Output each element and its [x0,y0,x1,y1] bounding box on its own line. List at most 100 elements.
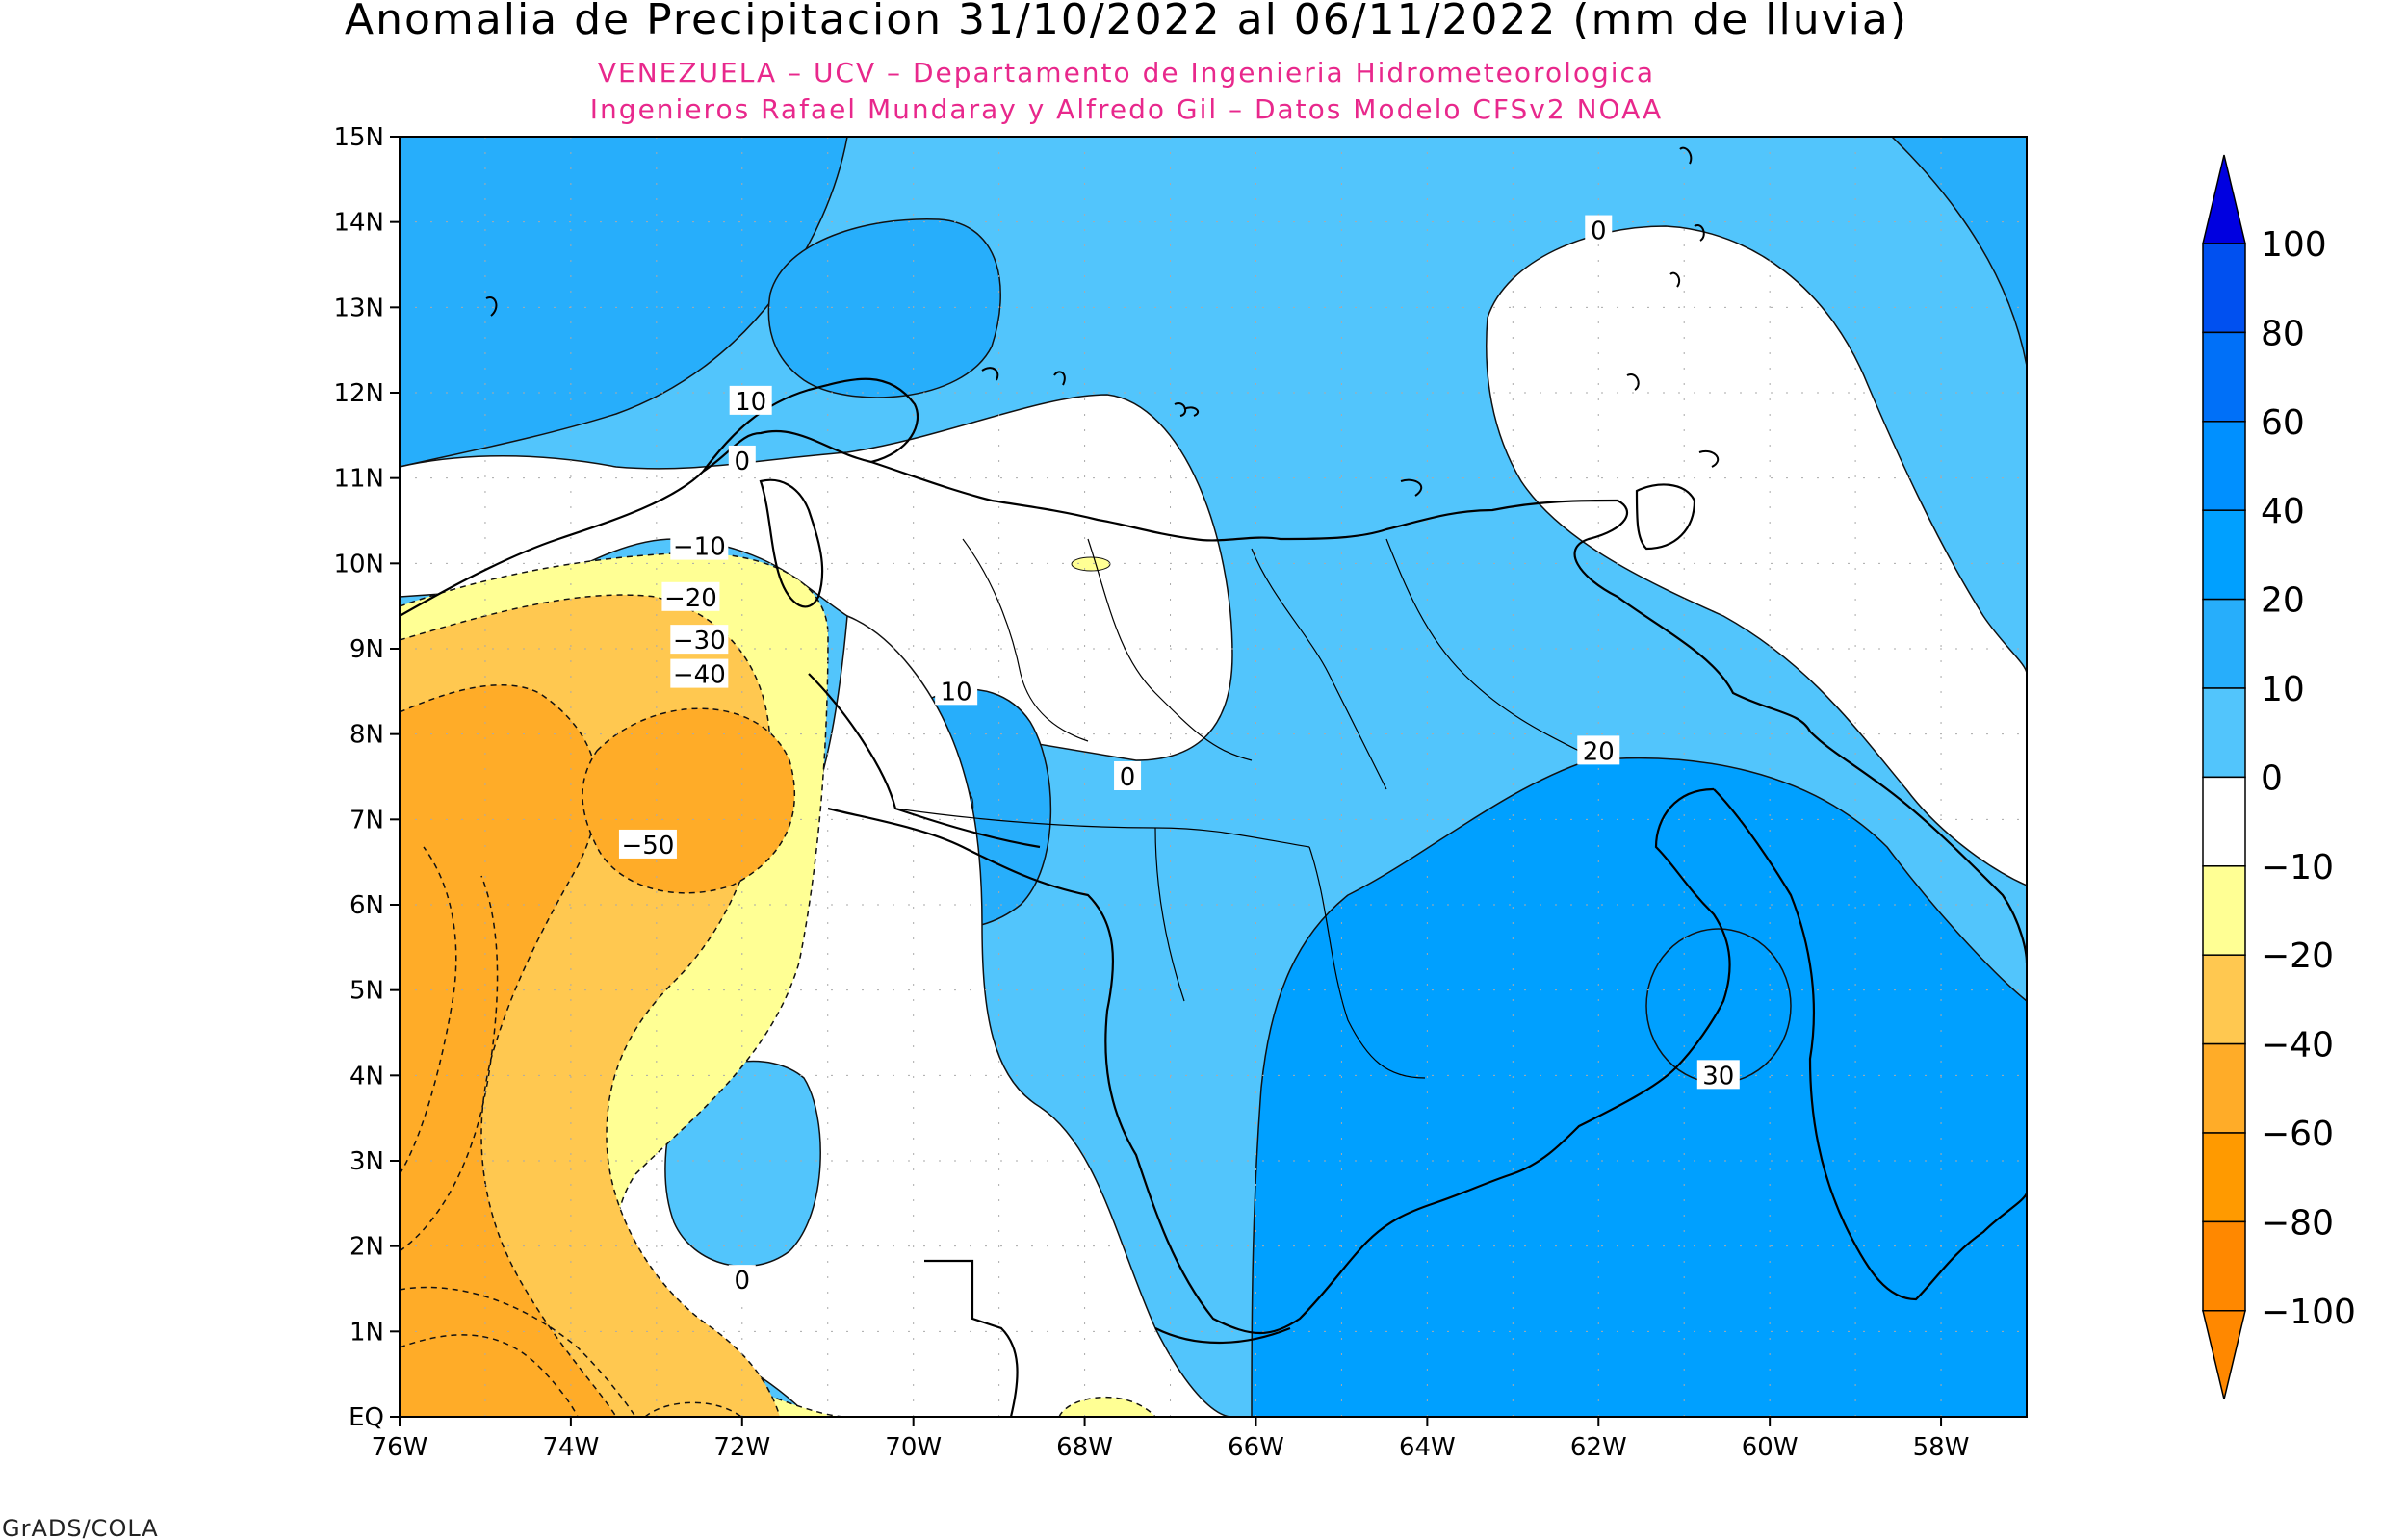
state-border-1 [962,538,1089,742]
contour-neg-west-1 [400,846,457,1175]
x-tick-label: 62W [1570,1433,1627,1462]
x-tick-label: 64W [1399,1433,1456,1462]
caribbean-coastline [400,429,1618,617]
contour-label: 0 [1585,215,1613,246]
field-neg60-neg40-west [400,683,617,1417]
colorbar-label: −20 [2261,937,2334,976]
state-border-6 [1154,827,1185,1002]
guajira-peninsula [702,377,919,473]
island-5 [485,296,498,317]
contour-label-bg [728,1265,756,1295]
colorbar-label: −10 [2261,848,2334,887]
contour-labels: 0 10 0 −10 −20 −30 −40 10 0 20 −50 30 0 [618,215,1740,1296]
y-tick-label: 12N [333,379,384,408]
colorbar-swatch [2202,421,2246,511]
contour-label-bg [728,445,756,475]
y-tick-label: 4N [349,1062,384,1091]
colorbar-swatch [2202,509,2246,601]
x-tick-label: 70W [885,1433,942,1462]
x-tick-label: 76W [372,1433,428,1462]
island-margarita [1400,478,1423,497]
colorbar-label: 40 [2261,492,2305,531]
contour-label-bg [1577,735,1620,765]
map-subtitle-line1: VENEZUELA – UCV – Departamento de Ingeni… [598,57,1655,89]
colorbar-label: 20 [2261,581,2305,621]
colorbar-label: 80 [2261,314,2305,353]
y-tick-label: 2N [349,1233,384,1262]
y-tick-label: 13N [333,294,384,322]
contour-neg-south-1 [400,1334,579,1417]
coastlines-and-borders [400,377,2027,1417]
colorbar-swatch [2202,776,2246,867]
colombia-border [808,673,1041,849]
y-tick-label: 9N [349,635,384,664]
y-tick-label: 3N [349,1147,384,1176]
y-tick-label: 5N [349,977,384,1006]
map-frame [399,136,2028,1418]
contour-label-bg [670,530,729,560]
island-7 [1174,402,1187,417]
state-border-3 [1251,548,1387,790]
contour-label-text: 0 [1120,763,1136,792]
field-neg20-neg10-small-spot [1071,556,1111,572]
island-curacao [1053,371,1066,386]
field-neg10-0-north [400,394,1233,761]
island-4 [1698,449,1719,468]
field-10-20-northeast [1890,137,2027,367]
colorbar-swatch [2202,1220,2246,1312]
colorbar-label: −40 [2261,1026,2334,1065]
brazil-boundary-2 [1154,1326,1291,1345]
guyana-border [1713,788,2027,1301]
y-tick-label: 7N [349,806,384,834]
x-tick-label: 60W [1742,1433,1799,1462]
colorbar-swatch [2202,954,2246,1045]
state-border-5 [894,808,1310,848]
field-20-40-southeast [1251,757,2027,1417]
colorbar-label: 0 [2261,758,2283,798]
contour-label: 0 [1114,761,1142,792]
lake-maracaibo [759,478,824,608]
contour-label: 0 [728,1265,756,1296]
contour-label-bg [935,676,978,706]
contour-label: −30 [670,625,729,655]
y-tick-label: EQ [349,1403,384,1432]
contour-label: −10 [670,530,729,562]
contour-label: −40 [670,658,729,690]
contour-label-text: 10 [735,388,766,417]
y-axis-ticks: EQ 1N 2N 3N 4N 5N 6N 7N 8N 9N 10N 11N 12N 13N 14N 15N [333,123,400,1432]
contour-label-text: −10 [673,533,726,562]
contour-label-bg [729,385,772,415]
y-tick-label: 1N [349,1318,384,1347]
colorbar-swatch [2202,331,2246,423]
contour-label-bg [618,829,677,859]
contour-label-bg [1696,1060,1740,1090]
contour-label: 30 [1696,1060,1740,1091]
venezuela-southern-border [827,787,1731,1334]
x-tick-label: 58W [1913,1433,1970,1462]
field-neg10-0-northeast [1486,225,2027,886]
y-tick-label: 8N [349,721,384,750]
colorbar-swatch [2202,865,2246,956]
map-plot-area: 0 10 0 −10 −20 −30 −40 10 0 20 −50 30 0 [400,137,2027,1417]
colorbar-swatch [2202,1042,2246,1134]
brazil-boundary [924,1259,1019,1417]
island-bonaire [1183,406,1200,417]
x-tick-label: 74W [542,1433,599,1462]
colorbar-label: 60 [2261,403,2305,443]
contour-label: 0 [728,445,756,476]
contour-label-text: −30 [673,627,726,655]
colorbar-label: 100 [2261,225,2327,265]
island-aruba [981,367,999,381]
state-borders [894,538,1580,1079]
state-border-7 [1308,846,1426,1079]
contour-label-bg [1585,215,1613,244]
x-tick-label: 66W [1228,1433,1284,1462]
state-border-2 [1087,538,1253,761]
contour-label-text: 0 [735,1267,751,1296]
contour-label-text: −20 [664,584,717,613]
y-tick-label: 6N [349,891,384,920]
y-tick-label: 10N [333,550,384,578]
map-subtitle-line2: Ingenieros Rafael Mundaray y Alfredo Gil… [590,93,1663,125]
colorbar-swatch [2202,598,2246,689]
